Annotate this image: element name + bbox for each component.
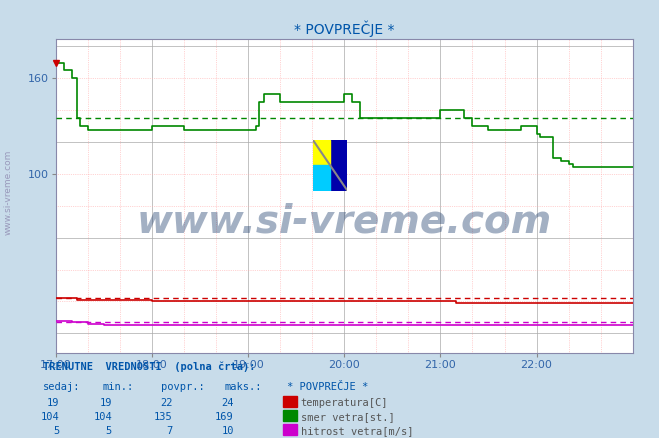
Polygon shape [313, 166, 330, 191]
Text: maks.:: maks.: [224, 382, 262, 392]
Text: 169: 169 [215, 413, 234, 423]
Text: 104: 104 [41, 413, 59, 423]
Polygon shape [313, 140, 330, 166]
Text: 22: 22 [160, 399, 173, 409]
Text: smer vetra[st.]: smer vetra[st.] [301, 413, 394, 423]
Text: * POVPREČJE *: * POVPREČJE * [287, 382, 368, 392]
Text: 5: 5 [53, 427, 59, 437]
Polygon shape [313, 140, 330, 166]
Text: 10: 10 [221, 427, 234, 437]
Text: hitrost vetra[m/s]: hitrost vetra[m/s] [301, 427, 413, 437]
Polygon shape [313, 166, 330, 191]
Text: 5: 5 [106, 427, 112, 437]
Text: temperatura[C]: temperatura[C] [301, 399, 388, 409]
Text: www.si-vreme.com: www.si-vreme.com [3, 150, 13, 235]
Bar [330, 140, 347, 191]
Text: 7: 7 [167, 427, 173, 437]
Text: 24: 24 [221, 399, 234, 409]
Text: 19: 19 [47, 399, 59, 409]
Text: 19: 19 [100, 399, 112, 409]
Text: 104: 104 [94, 413, 112, 423]
Text: www.si-vreme.com: www.si-vreme.com [136, 202, 552, 240]
Title: * POVPREČJE *: * POVPREČJE * [294, 20, 395, 37]
Text: TRENUTNE  VREDNOSTI  (polna črta):: TRENUTNE VREDNOSTI (polna črta): [43, 362, 255, 372]
Text: povpr.:: povpr.: [161, 382, 205, 392]
Text: 135: 135 [154, 413, 173, 423]
Text: min.:: min.: [102, 382, 133, 392]
Text: sedaj:: sedaj: [43, 382, 80, 392]
